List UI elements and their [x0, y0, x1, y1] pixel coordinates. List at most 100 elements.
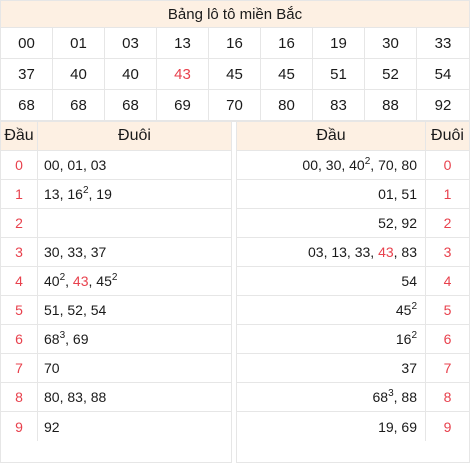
separator: ,	[65, 273, 73, 289]
dau-digit: 4	[1, 267, 38, 295]
lotto-number-cell: 68	[1, 90, 53, 121]
separator: ,	[59, 244, 68, 260]
duoi-values: 51, 52, 54	[38, 296, 231, 324]
lotto-number: 03	[90, 157, 107, 173]
lotto-number: 80	[44, 389, 60, 405]
lotto-number-cell: 68	[53, 90, 105, 121]
lotto-number-cell: 16	[261, 28, 313, 59]
dau-values: 68 3, 88	[237, 383, 426, 411]
dau-digit: 1	[1, 180, 38, 208]
lotto-number-cell: 13	[157, 28, 209, 59]
lotto-number: 80	[401, 157, 417, 173]
separator: ,	[65, 331, 73, 347]
lotto-number-cell: 00	[1, 28, 53, 59]
table-row: 45 2 5	[237, 296, 469, 325]
lotto-number-cell: 92	[417, 90, 469, 121]
lotto-number-cell: 69	[157, 90, 209, 121]
head-table-body: 0 00, 01, 03 1 13, 16 2, 19 2 3 30, 33, 37 4 40 2,…	[1, 151, 231, 441]
dau-values: 19, 69	[237, 412, 426, 441]
dau-values: 52, 92	[237, 209, 426, 237]
separator: ,	[318, 157, 326, 173]
dau-digit: 5	[1, 296, 38, 324]
duoi-values: 13, 16 2, 19	[38, 180, 231, 208]
separator: ,	[393, 157, 402, 173]
lotto-number: 19	[96, 186, 112, 202]
head-table: Đầu Đuôi 0 00, 01, 03 1 13, 16 2, 19 2 3 30, 33…	[0, 121, 232, 463]
lotto-number-cell: 45	[209, 59, 261, 90]
table-row: 5 51, 52, 54	[1, 296, 231, 325]
col-duoi-header: Đuôi	[431, 127, 464, 144]
lotto-number-cell: 68	[105, 90, 157, 121]
separator: ,	[82, 302, 91, 318]
duoi-values: 70	[38, 354, 231, 382]
lotto-number-cell: 80	[261, 90, 313, 121]
lotto-number: 40	[44, 273, 60, 289]
lotto-number: 92	[401, 215, 417, 231]
table-row: 68 3, 88 8	[237, 383, 469, 412]
table-row: 9 92	[1, 412, 231, 441]
table-row: 8 80, 83, 88	[1, 383, 231, 412]
lotto-number-cell: 33	[417, 28, 469, 59]
lotto-number-cell: 03	[105, 28, 157, 59]
lotto-number: 33	[67, 244, 83, 260]
table-row: 03, 13, 33, 43, 83 3	[237, 238, 469, 267]
lotto-number: 43	[378, 244, 394, 260]
table-row: 19, 69 9	[237, 412, 469, 441]
number-grid: 00 01 03 13 16 16 19 30 33 37 40 40 43 45 45 51 52 54 68 68…	[1, 28, 469, 121]
table-row: 2	[1, 209, 231, 238]
lotto-number: 70	[44, 360, 60, 376]
lotto-number: 45	[395, 302, 412, 318]
duoi-digit: 0	[443, 157, 452, 173]
table-row: 37 7	[237, 354, 469, 383]
lotto-number: 88	[401, 389, 417, 405]
lotto-number-cell: 45	[261, 59, 313, 90]
lotto-number: 69	[401, 418, 417, 435]
duoi-digit: 3	[443, 244, 452, 260]
lotto-number-cell: 01	[53, 28, 105, 59]
duoi-values	[38, 209, 231, 237]
lotto-number: 40	[349, 157, 365, 173]
tail-table-body: 00, 30, 40 2, 70, 80 0 01, 51 1 52, 92 2 03, 13…	[237, 151, 469, 441]
duoi-values: 40 2, 43, 45 2	[38, 267, 231, 295]
duoi-digit: 5	[443, 302, 452, 318]
duoi-digit: 8	[443, 389, 452, 405]
lotto-number-grid: Bảng lô tô miền Bắc 00 01 03 13 16 16 19 30 33 37…	[0, 0, 470, 122]
duoi-digit: 7	[443, 360, 452, 376]
lotto-number: 16	[395, 331, 412, 347]
lotto-number: 13	[44, 186, 60, 202]
dau-values: 16 2	[237, 325, 426, 353]
dau-digit: 8	[1, 383, 38, 411]
dau-values: 00, 30, 40 2, 70, 80	[237, 151, 426, 179]
separator: ,	[323, 244, 332, 260]
duoi-values: 30, 33, 37	[38, 238, 231, 266]
lotto-number: 00	[302, 157, 318, 173]
lotto-number: 54	[90, 302, 107, 318]
lotto-number-cell: 52	[365, 59, 417, 90]
lotto-number-cell: 37	[1, 59, 53, 90]
lotto-number-cell: 54	[417, 59, 469, 90]
dau-values: 37	[237, 354, 426, 382]
separator: ,	[59, 157, 68, 173]
dau-digit: 0	[1, 151, 38, 179]
lotto-number-cell: 30	[365, 28, 417, 59]
lotto-number-cell: 70	[209, 90, 261, 121]
lotto-number-cell: 16	[209, 28, 261, 59]
lotto-number: 37	[401, 360, 417, 376]
table-row: 7 70	[1, 354, 231, 383]
table-row: 4 40 2, 43, 45 2	[1, 267, 231, 296]
lotto-number: 00	[44, 157, 60, 173]
lotto-number: 03	[307, 244, 324, 260]
table-row: 52, 92 2	[237, 209, 469, 238]
lotto-number: 30	[325, 157, 342, 173]
repeat-count: 2	[411, 329, 417, 341]
lotto-number: 01	[378, 186, 394, 202]
lotto-number: 13	[331, 244, 347, 260]
lotto-number-cell: 40	[53, 59, 105, 90]
separator: ,	[370, 244, 379, 260]
lotto-number: 83	[401, 244, 417, 260]
repeat-count: 2	[59, 271, 66, 283]
lotto-number: 37	[90, 244, 107, 260]
dau-digit: 7	[1, 354, 38, 382]
dau-digit: 6	[1, 325, 38, 353]
